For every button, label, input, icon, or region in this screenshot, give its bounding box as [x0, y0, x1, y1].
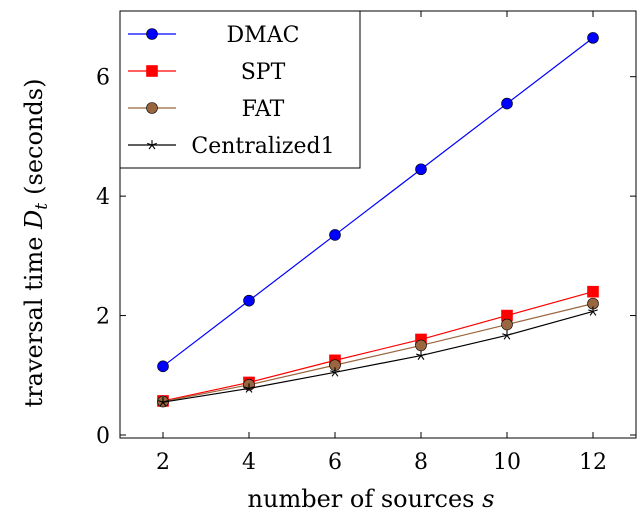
y-tick-label: 2	[96, 305, 110, 330]
x-tick-label: 2	[156, 450, 170, 475]
legend-entry: DMAC	[128, 23, 299, 48]
legend-entry: SPT	[128, 60, 286, 85]
legend-marker	[146, 65, 158, 77]
x-axis-label: number of sources s	[248, 485, 495, 513]
legend-label: FAT	[242, 97, 285, 122]
data-point	[415, 339, 427, 352]
y-tick-label: 4	[96, 185, 110, 210]
data-point	[501, 318, 513, 331]
legend-entry: Centralized1	[128, 134, 335, 159]
x-tick-label: 12	[579, 450, 607, 475]
data-point	[243, 294, 255, 307]
legend-label: SPT	[241, 60, 286, 85]
series-line	[162, 291, 594, 402]
legend-marker	[146, 28, 158, 40]
series-dmac	[157, 32, 599, 373]
data-point	[330, 367, 340, 377]
data-point	[158, 397, 168, 407]
data-point	[588, 306, 598, 316]
x-tick-label: 4	[242, 450, 256, 475]
series-line	[162, 310, 594, 403]
series-centralized1	[158, 306, 598, 407]
series-spt	[157, 285, 599, 407]
series-line	[162, 303, 594, 403]
data-point	[329, 229, 341, 241]
data-point	[416, 350, 426, 360]
legend-marker	[147, 140, 157, 150]
data-point	[415, 163, 427, 176]
axis-ticks: 2 4 6 8 10 12 0 2 4 6	[96, 11, 636, 475]
x-tick-label: 8	[414, 450, 428, 475]
legend-label: DMAC	[227, 23, 300, 48]
y-axis-label: traversal time Dt(seconds)	[20, 79, 52, 408]
plot-marks	[157, 32, 599, 408]
data-point	[587, 32, 599, 44]
y-tick-label: 6	[96, 66, 110, 91]
x-tick-label: 6	[328, 450, 342, 475]
legend: DMAC SPT FAT Centralized1	[119, 10, 361, 169]
data-point	[157, 360, 169, 373]
legend-box	[119, 10, 361, 169]
legend-label: Centralized1	[191, 134, 334, 159]
series-fat	[157, 297, 599, 408]
series-line	[162, 37, 594, 367]
data-point	[244, 383, 254, 393]
data-point	[502, 330, 512, 340]
legend-entry: FAT	[128, 97, 285, 122]
x-tick-label: 10	[493, 450, 521, 475]
data-point	[501, 97, 513, 110]
plot-frame	[119, 10, 637, 439]
legend-marker	[146, 102, 158, 114]
data-point	[587, 285, 599, 298]
y-tick-label: 0	[96, 424, 110, 449]
